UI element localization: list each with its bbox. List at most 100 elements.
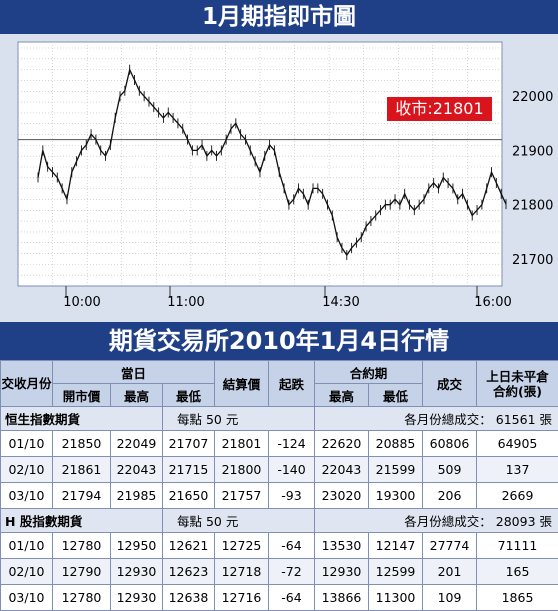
table-cell: 12790	[52, 558, 111, 585]
header-volume: 成交	[422, 360, 478, 407]
plot-area	[17, 41, 503, 287]
header-settle: 結算價	[214, 360, 269, 407]
table-cell: 64905	[476, 430, 558, 457]
table-cell: 19300	[367, 482, 424, 509]
table-cell: 21801	[214, 430, 269, 457]
table-row: 02/10 12790 12930 12623 12718 -72 12930 12599 20…	[0, 558, 558, 585]
table-cell: 02/10	[0, 558, 53, 585]
table-cell: -140	[268, 456, 315, 483]
table-cell: 22049	[110, 430, 163, 457]
table-row: 03/10 12780 12930 12638 12716 -64 13866 11300 10…	[0, 584, 558, 611]
table-cell: 02/10	[0, 456, 53, 483]
table-cell: 60806	[422, 430, 478, 457]
table-cell: 2669	[476, 482, 558, 509]
group-row: H 股指數期貨 每點 50 元各月份總成交： 28093 張	[0, 508, 558, 533]
x-tick-label: 11:00	[167, 295, 204, 310]
header-day: 當日	[52, 360, 215, 384]
intraday-chart: 21700 21800 21900 22000 10:00 11:00 14:30 16:00…	[0, 34, 558, 322]
futures-quote-table: 交收月份 當日 結算價 起跌 合約期 成交 上日未平倉合約(張) 開市價 最高 …	[0, 360, 558, 611]
header-month: 交收月份	[0, 360, 53, 407]
table-cell: -64	[268, 584, 315, 611]
table-cell: 21707	[162, 430, 215, 457]
table-cell: 71111	[476, 532, 558, 559]
table-cell: 12930	[110, 584, 163, 611]
table-row: 02/10 21861 22043 21715 21800 -140 22043 21599 5…	[0, 456, 558, 483]
table-cell: 03/10	[0, 482, 53, 509]
table-cell: -64	[268, 532, 315, 559]
table-cell: 12147	[367, 532, 424, 559]
header-contract-low: 最低	[367, 383, 424, 407]
group-volume: 各月份總成交： 61561 張	[313, 406, 558, 431]
x-tick-label: 14:30	[322, 295, 359, 310]
table-cell: -93	[268, 482, 315, 509]
table-cell: 21715	[162, 456, 215, 483]
table-cell: 12623	[162, 558, 215, 585]
table-row: 01/10 12780 12950 12621 12725 -64 13530 12147 27…	[0, 532, 558, 559]
table-cell: 01/10	[0, 532, 53, 559]
table-row: 01/10 21850 22049 21707 21801 -124 22620 20885 6…	[0, 430, 558, 457]
table-cell: 12950	[110, 532, 163, 559]
table-cell: 509	[422, 456, 478, 483]
header-high: 最高	[110, 383, 163, 407]
table-cell: 21985	[110, 482, 163, 509]
table-cell: -72	[268, 558, 315, 585]
table-cell: 20885	[367, 430, 424, 457]
table-cell: 03/10	[0, 584, 53, 611]
header-open-interest: 上日未平倉合約(張)	[476, 360, 558, 407]
table-cell: 12930	[110, 558, 163, 585]
x-tick-label: 10:00	[63, 295, 100, 310]
table-row: 03/10 21794 21985 21650 21757 -93 23020 19300 20…	[0, 482, 558, 509]
table-cell: 201	[422, 558, 478, 585]
group-row: 恒生指數期貨 每點 50 元各月份總成交： 61561 張	[0, 406, 558, 431]
table-cell: 21861	[52, 456, 111, 483]
header-low: 最低	[162, 383, 215, 407]
y-tick-label: 22000	[512, 90, 553, 105]
table-cell: 12621	[162, 532, 215, 559]
table-cell: 206	[422, 482, 478, 509]
table-cell: 12718	[214, 558, 269, 585]
table-cell: 137	[476, 456, 558, 483]
group-name: H 股指數期貨	[0, 508, 163, 533]
price-line	[37, 67, 507, 257]
table-cell: 01/10	[0, 430, 53, 457]
table-cell: 13866	[314, 584, 369, 611]
table-cell: 21599	[367, 456, 424, 483]
header-contract: 合約期	[313, 360, 424, 384]
table-cell: 12716	[214, 584, 269, 611]
table-cell: -124	[268, 430, 315, 457]
header-open: 開市價	[52, 383, 111, 407]
y-tick-label: 21800	[512, 199, 553, 214]
table-cell: 21794	[52, 482, 111, 509]
table-cell: 22043	[314, 456, 369, 483]
table-cell: 12780	[52, 532, 111, 559]
table-cell: 12725	[214, 532, 269, 559]
y-tick-label: 21900	[512, 144, 553, 159]
chart-title-banner: 1月期指即市圖	[0, 0, 558, 34]
table-cell: 109	[422, 584, 478, 611]
group-volume: 各月份總成交： 28093 張	[313, 508, 558, 533]
x-tick-label: 16:00	[474, 295, 511, 310]
table-cell: 12599	[367, 558, 424, 585]
header-change: 起跌	[268, 360, 315, 407]
y-tick-label: 21700	[512, 253, 553, 268]
table-cell: 23020	[314, 482, 369, 509]
group-name: 恒生指數期貨	[0, 406, 163, 431]
table-cell: 13530	[314, 532, 369, 559]
table-cell: 12930	[314, 558, 369, 585]
table-cell: 22043	[110, 456, 163, 483]
table-cell: 12638	[162, 584, 215, 611]
group-unit: 每點 50 元	[162, 508, 315, 533]
header-contract-high: 最高	[314, 383, 369, 407]
table-cell: 21850	[52, 430, 111, 457]
close-price-badge: 收市:21801	[387, 97, 492, 121]
table-body: 恒生指數期貨 每點 50 元各月份總成交： 61561 張 01/10 21850 22…	[0, 406, 558, 611]
group-unit: 每點 50 元	[162, 406, 315, 431]
table-cell: 22620	[314, 430, 369, 457]
table-cell: 165	[476, 558, 558, 585]
table-cell: 11300	[367, 584, 424, 611]
table-cell: 12780	[52, 584, 111, 611]
table-cell: 21650	[162, 482, 215, 509]
table-title-banner: 期貨交易所2010年1月4日行情	[0, 322, 558, 360]
table-cell: 21800	[214, 456, 269, 483]
table-cell: 27774	[422, 532, 478, 559]
